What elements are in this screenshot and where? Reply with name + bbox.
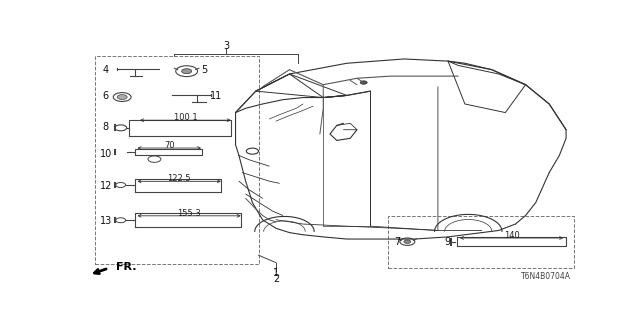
Circle shape — [404, 240, 411, 244]
Text: 122.5: 122.5 — [168, 174, 191, 183]
Text: 140: 140 — [504, 231, 520, 240]
Circle shape — [360, 81, 367, 84]
Text: 8: 8 — [103, 122, 109, 132]
Circle shape — [117, 95, 127, 100]
Text: 7: 7 — [394, 237, 401, 247]
Text: 9: 9 — [444, 237, 450, 247]
Text: 4: 4 — [103, 65, 109, 76]
Text: 12: 12 — [100, 181, 112, 191]
Text: 5: 5 — [201, 65, 207, 76]
Text: T6N4B0704A: T6N4B0704A — [521, 272, 571, 281]
Circle shape — [182, 69, 191, 74]
Text: FR.: FR. — [116, 262, 136, 272]
Text: 70: 70 — [164, 141, 175, 150]
Text: 3: 3 — [223, 41, 229, 51]
Text: 155.3: 155.3 — [177, 209, 201, 218]
Text: 10: 10 — [100, 149, 112, 159]
Text: 1: 1 — [273, 268, 279, 278]
Text: 2: 2 — [273, 274, 279, 284]
Text: 100 1: 100 1 — [173, 113, 197, 122]
Text: 6: 6 — [103, 91, 109, 101]
Text: 13: 13 — [100, 216, 112, 226]
Text: 11: 11 — [211, 91, 223, 101]
